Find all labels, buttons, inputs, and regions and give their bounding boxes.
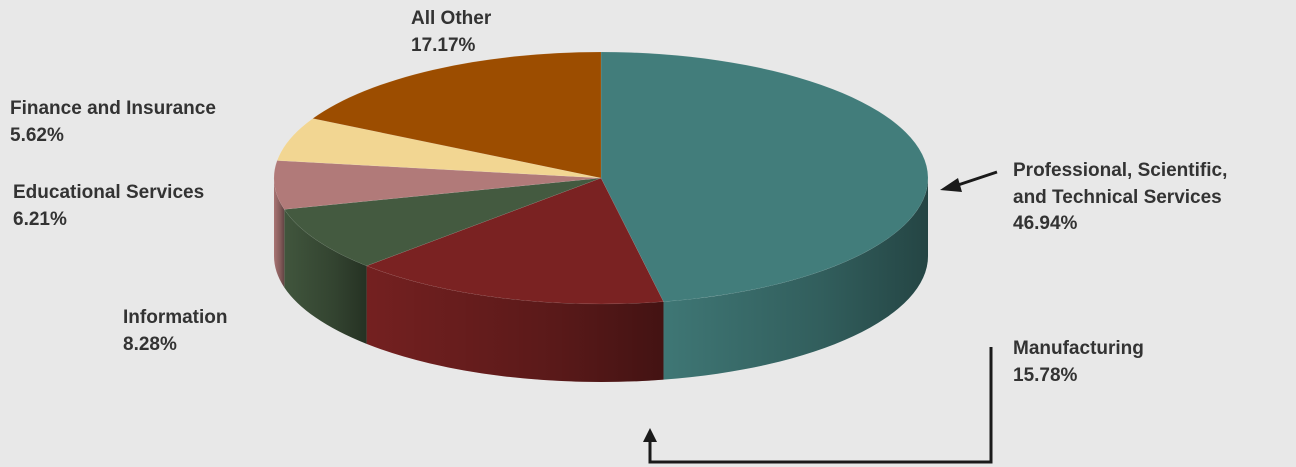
slice-label-professional-services: Professional, Scientific, and Technical …: [1013, 158, 1227, 238]
slice-name: Manufacturing: [1013, 338, 1144, 359]
slice-name-line-2: and Technical Services: [1013, 186, 1222, 208]
leader-lines: [643, 170, 998, 464]
pie-slice-educational-services: [273, 160, 602, 210]
pie-slice-all-other: [312, 51, 602, 179]
slice-name: Finance and Insurance: [10, 98, 216, 119]
slice-value: 46.94%: [1013, 213, 1078, 235]
pie-slice-manufacturing: [365, 177, 664, 305]
slice-value: 17.17%: [411, 34, 476, 56]
slice-name: Educational Services: [13, 182, 205, 203]
slice-value: 6.21%: [13, 208, 67, 230]
slice-name: Information: [123, 307, 228, 328]
slice-name-line-1: Professional, Scientific,: [1013, 160, 1228, 181]
leader-line-professional-services: [957, 170, 998, 187]
arrowhead-professional-services: [940, 178, 962, 192]
slice-label-educational-services: Educational Services 6.21%: [13, 180, 204, 233]
pie-side-shade-professional-services: [663, 178, 928, 380]
pie-slice-information: [283, 177, 602, 267]
arrowhead-manufacturing: [643, 428, 657, 442]
pie-slice-professional-services: [600, 51, 929, 302]
pie-top-faces: [273, 51, 929, 305]
pie-side-shade-information: [284, 209, 367, 344]
leader-line-manufacturing: [648, 347, 993, 464]
slice-label-information: Information 8.28%: [123, 305, 228, 358]
slice-label-finance-insurance: Finance and Insurance 5.62%: [10, 96, 216, 149]
slice-value: 5.62%: [10, 124, 64, 146]
slice-label-all-other: All Other 17.17%: [411, 6, 491, 59]
slice-name: All Other: [411, 8, 492, 29]
pie-side-shade-manufacturing: [366, 265, 664, 383]
slice-label-manufacturing: Manufacturing 15.78%: [1013, 336, 1144, 389]
pie-side-faces: [274, 178, 928, 383]
pie-slice-finance-insurance: [276, 118, 602, 179]
slice-value: 15.78%: [1013, 364, 1078, 386]
slice-value: 8.28%: [123, 333, 177, 355]
pie-side-shade-educational-services: [274, 178, 285, 288]
